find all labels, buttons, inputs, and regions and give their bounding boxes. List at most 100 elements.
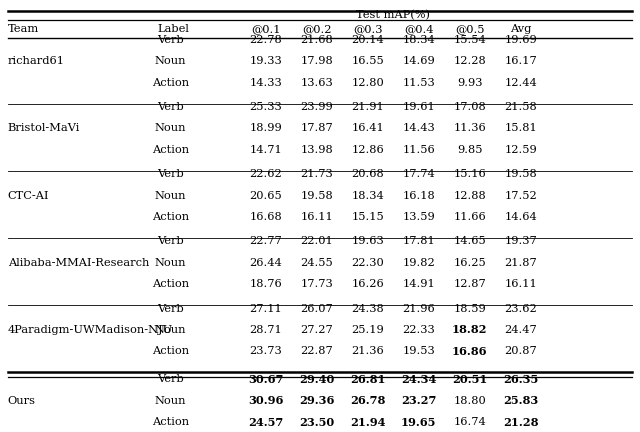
- Text: 16.74: 16.74: [453, 417, 486, 427]
- Text: 21.96: 21.96: [403, 304, 435, 314]
- Text: 20.65: 20.65: [250, 191, 282, 200]
- Text: 25.83: 25.83: [503, 395, 538, 406]
- Text: CTC-AI: CTC-AI: [8, 191, 49, 200]
- Text: Action: Action: [152, 78, 189, 88]
- Text: 26.35: 26.35: [503, 374, 538, 385]
- Text: 22.01: 22.01: [300, 236, 333, 246]
- Text: 16.11: 16.11: [504, 279, 537, 289]
- Text: 17.81: 17.81: [403, 236, 435, 246]
- Text: Verb: Verb: [157, 375, 184, 384]
- Text: 13.63: 13.63: [300, 78, 333, 88]
- Text: 19.37: 19.37: [504, 236, 537, 246]
- Text: 19.53: 19.53: [403, 346, 435, 356]
- Text: 19.65: 19.65: [401, 416, 436, 428]
- Text: 19.58: 19.58: [504, 169, 537, 179]
- Text: 17.98: 17.98: [300, 57, 333, 67]
- Text: 26.81: 26.81: [350, 374, 385, 385]
- Text: Noun: Noun: [154, 57, 186, 67]
- Text: 16.68: 16.68: [250, 212, 282, 222]
- Text: 19.82: 19.82: [403, 258, 435, 268]
- Text: 23.99: 23.99: [300, 102, 333, 112]
- Text: 18.34: 18.34: [403, 35, 435, 45]
- Text: 16.18: 16.18: [403, 191, 435, 200]
- Text: 19.63: 19.63: [351, 236, 384, 246]
- Text: 24.38: 24.38: [351, 304, 384, 314]
- Text: 12.28: 12.28: [453, 57, 486, 67]
- Text: 17.52: 17.52: [504, 191, 537, 200]
- Text: Label: Label: [157, 24, 189, 34]
- Text: 14.43: 14.43: [403, 124, 435, 133]
- Text: 14.71: 14.71: [250, 145, 282, 155]
- Text: 14.33: 14.33: [250, 78, 282, 88]
- Text: 11.53: 11.53: [403, 78, 435, 88]
- Text: Team: Team: [8, 24, 39, 34]
- Text: 18.76: 18.76: [250, 279, 282, 289]
- Text: 22.78: 22.78: [250, 35, 282, 45]
- Text: 12.80: 12.80: [351, 78, 384, 88]
- Text: Action: Action: [152, 417, 189, 427]
- Text: Noun: Noun: [154, 325, 186, 335]
- Text: Test mAP(%): Test mAP(%): [356, 10, 430, 20]
- Text: Action: Action: [152, 145, 189, 155]
- Text: Noun: Noun: [154, 191, 186, 200]
- Text: 19.58: 19.58: [300, 191, 333, 200]
- Text: 17.08: 17.08: [453, 102, 486, 112]
- Text: 21.28: 21.28: [503, 416, 538, 428]
- Text: Action: Action: [152, 212, 189, 222]
- Text: 27.11: 27.11: [250, 304, 282, 314]
- Text: 18.59: 18.59: [453, 304, 486, 314]
- Text: 18.34: 18.34: [351, 191, 384, 200]
- Text: 16.41: 16.41: [351, 124, 384, 133]
- Text: Verb: Verb: [157, 169, 184, 179]
- Text: 29.36: 29.36: [299, 395, 335, 406]
- Text: 11.36: 11.36: [453, 124, 486, 133]
- Text: 21.73: 21.73: [300, 169, 333, 179]
- Text: 19.61: 19.61: [403, 102, 435, 112]
- Text: @0.5: @0.5: [455, 24, 484, 34]
- Text: 16.26: 16.26: [351, 279, 384, 289]
- Text: Noun: Noun: [154, 124, 186, 133]
- Text: 11.66: 11.66: [453, 212, 486, 222]
- Text: 15.54: 15.54: [453, 35, 486, 45]
- Text: 21.94: 21.94: [350, 416, 385, 428]
- Text: 20.14: 20.14: [351, 35, 384, 45]
- Text: 12.59: 12.59: [504, 145, 537, 155]
- Text: 29.40: 29.40: [299, 374, 335, 385]
- Text: 14.69: 14.69: [403, 57, 435, 67]
- Text: 13.98: 13.98: [300, 145, 333, 155]
- Text: 22.33: 22.33: [403, 325, 435, 335]
- Text: 25.33: 25.33: [250, 102, 282, 112]
- Text: 19.69: 19.69: [504, 35, 537, 45]
- Text: 17.73: 17.73: [300, 279, 333, 289]
- Text: 17.74: 17.74: [403, 169, 435, 179]
- Text: 15.15: 15.15: [351, 212, 384, 222]
- Text: @0.2: @0.2: [302, 24, 332, 34]
- Text: 16.55: 16.55: [351, 57, 384, 67]
- Text: 22.62: 22.62: [250, 169, 282, 179]
- Text: 13.59: 13.59: [403, 212, 435, 222]
- Text: 15.16: 15.16: [453, 169, 486, 179]
- Text: 16.25: 16.25: [453, 258, 486, 268]
- Text: 9.85: 9.85: [457, 145, 483, 155]
- Text: Verb: Verb: [157, 102, 184, 112]
- Text: 19.33: 19.33: [250, 57, 282, 67]
- Text: 15.81: 15.81: [504, 124, 537, 133]
- Text: 21.87: 21.87: [504, 258, 537, 268]
- Text: 23.27: 23.27: [401, 395, 436, 406]
- Text: 25.19: 25.19: [351, 325, 384, 335]
- Text: @0.3: @0.3: [353, 24, 383, 34]
- Text: Avg: Avg: [510, 24, 531, 34]
- Text: 30.67: 30.67: [248, 374, 284, 385]
- Text: 24.34: 24.34: [401, 374, 436, 385]
- Text: 28.71: 28.71: [250, 325, 282, 335]
- Text: 21.91: 21.91: [351, 102, 384, 112]
- Text: 27.27: 27.27: [300, 325, 333, 335]
- Text: 26.07: 26.07: [300, 304, 333, 314]
- Text: 21.58: 21.58: [504, 102, 537, 112]
- Text: 12.87: 12.87: [453, 279, 486, 289]
- Text: 18.82: 18.82: [452, 324, 488, 335]
- Text: 14.91: 14.91: [403, 279, 435, 289]
- Text: 22.77: 22.77: [250, 236, 282, 246]
- Text: Ours: Ours: [8, 396, 36, 406]
- Text: 14.64: 14.64: [504, 212, 537, 222]
